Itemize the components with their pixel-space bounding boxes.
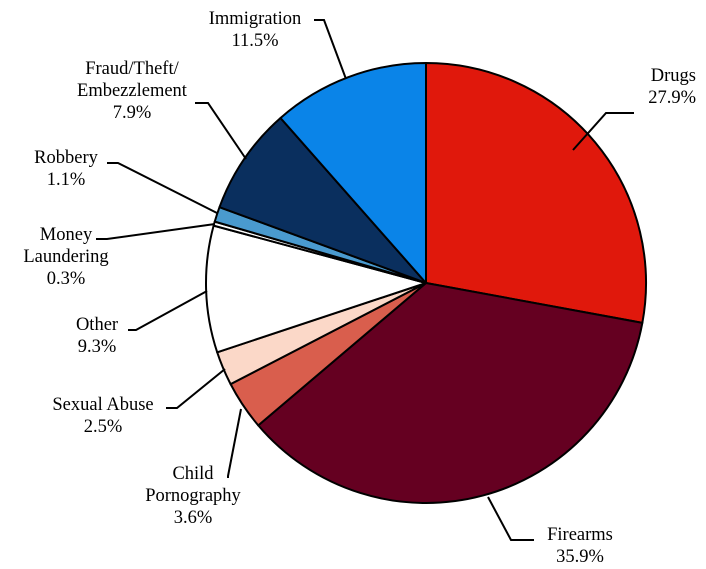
pie-slices [205, 62, 647, 504]
slice-value-label: 35.9% [556, 547, 604, 567]
slice-value-label: 0.3% [47, 269, 86, 289]
slice-label-fraud-theft-embezzlement: Fraud/Theft/Embezzlement 7.9% [77, 59, 188, 123]
slice-name-label: Immigration [209, 9, 301, 29]
slice-label-immigration: Immigration 11.5% [209, 9, 301, 51]
pie-slice-firearms [257, 282, 644, 504]
leader-line-fraud-theft-embezzlement [195, 102, 247, 160]
slice-value-label: 11.5% [231, 31, 278, 51]
slice-name-label: Pornography [145, 486, 241, 506]
leader-line-other [128, 290, 208, 331]
leader-line-money-laundering [96, 223, 216, 240]
slice-value-label: 7.9% [113, 103, 152, 123]
leader-line-firearms [487, 496, 534, 541]
leader-lines [96, 19, 634, 541]
slice-name-label: Child [172, 464, 214, 484]
slice-name-label: Sexual Abuse [52, 395, 153, 415]
slice-label-firearms: Firearms 35.9% [547, 525, 613, 567]
slice-name-label: Robbery [34, 148, 98, 168]
leader-line-child-pornography [227, 408, 242, 478]
slice-name-label: Firearms [547, 525, 613, 545]
slice-value-label: 2.5% [84, 417, 123, 437]
pie-slice-drugs [425, 62, 647, 324]
slice-label-other: Other 9.3% [76, 315, 118, 357]
slice-name-label: Laundering [23, 247, 108, 267]
slice-value-label: 1.1% [47, 170, 86, 190]
slice-value-label: 9.3% [78, 337, 117, 357]
slice-label-sexual-abuse: Sexual Abuse 2.5% [52, 395, 153, 437]
pie-slice-other [205, 224, 427, 354]
slice-label-drugs: Drugs 27.9% [648, 66, 696, 108]
leader-line-drugs [572, 112, 634, 151]
slice-name-label: Embezzlement [77, 81, 188, 101]
slice-label-money-laundering: Money Laundering 0.3% [23, 225, 108, 289]
leader-line-immigration [314, 19, 347, 80]
slice-label-robbery: Robbery 1.1% [34, 148, 98, 190]
pie-slice-immigration [279, 62, 427, 284]
slice-labels: Drugs 27.9%Firearms 35.9%Child Pornography 3… [23, 9, 696, 567]
slice-name-label: Drugs [651, 66, 696, 86]
slice-label-child-pornography: Child Pornography 3.6% [145, 464, 241, 528]
slice-name-label: Fraud/Theft/ [85, 59, 179, 79]
slice-value-label: 3.6% [174, 508, 213, 528]
leader-line-sexual-abuse [166, 368, 226, 409]
slice-name-label: Money [40, 225, 93, 245]
slice-name-label: Other [76, 315, 118, 335]
leader-line-robbery [107, 162, 218, 214]
pie-slice-fraud-theft-embezzlement [218, 116, 427, 284]
slice-value-label: 27.9% [648, 88, 696, 108]
